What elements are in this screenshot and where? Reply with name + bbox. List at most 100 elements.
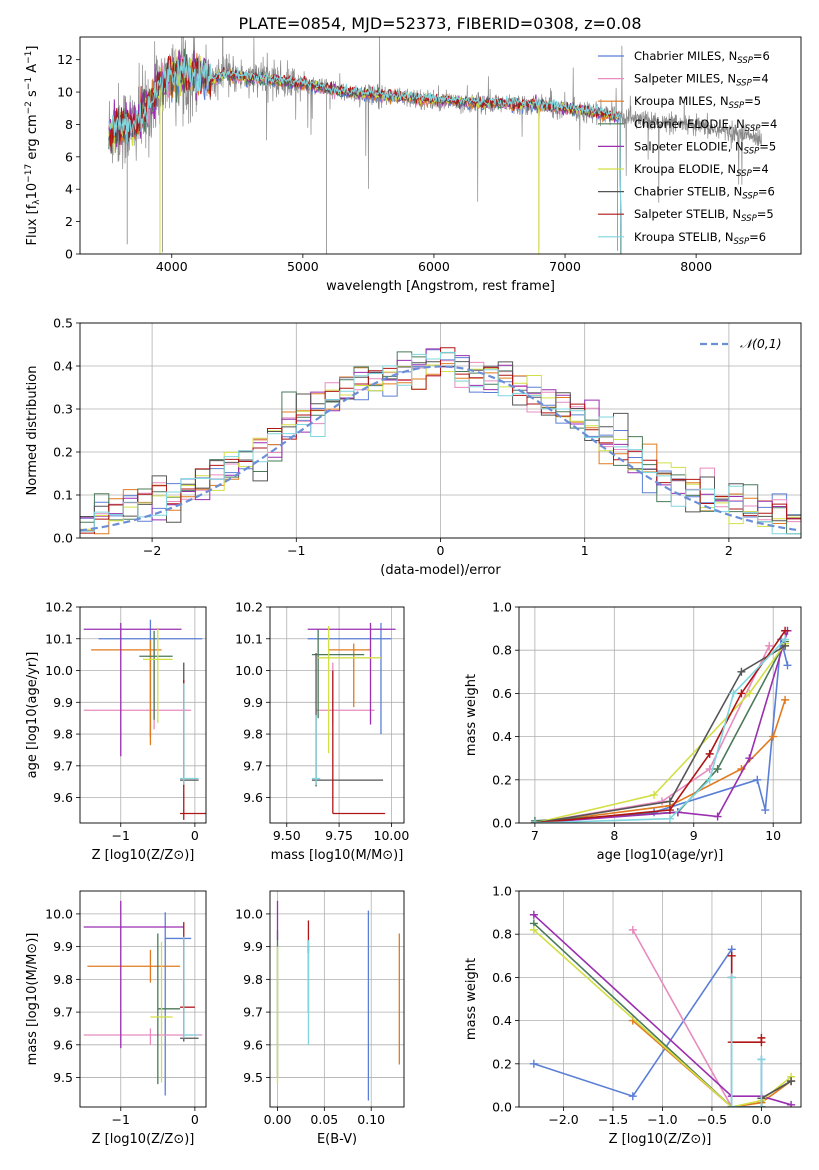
y-tick-label: 0.0 — [492, 816, 512, 831]
y-axis-label: Normed distribution — [25, 366, 40, 496]
y-tick-label: 0.8 — [492, 927, 512, 942]
y-tick-label: 10.0 — [45, 906, 73, 921]
y-tick-label: 0.6 — [492, 686, 512, 701]
axes-frame — [79, 36, 802, 255]
weight-marker-kroupa_stelib — [530, 819, 539, 823]
y-tick-label: 9.9 — [243, 939, 263, 954]
x-axis-label: E(B-V) — [317, 1132, 357, 1147]
y-axis-label: mass [log10(M/M⊙)] — [25, 933, 40, 1066]
x-tick-label: 7000 — [549, 259, 581, 274]
errorbar-kroupa_elodie — [150, 941, 173, 1083]
y-tick-label: 0.5 — [53, 316, 73, 331]
x-tick-label: 9.50 — [273, 828, 301, 843]
y-tick-label: 1.0 — [492, 600, 512, 615]
x-tick-label: −1 — [112, 1112, 130, 1127]
errorbar-chabrier_stelib — [311, 653, 384, 787]
weight-line-kroupa_elodie — [534, 643, 786, 823]
weight-marker-kroupa_miles — [769, 732, 778, 741]
weight-marker-salpeter_elodie — [713, 812, 722, 821]
weight-marker-salpeter_stelib — [737, 689, 746, 698]
y-tick-label: 0.4 — [492, 1013, 512, 1028]
weight-line-salpeter_elodie — [533, 914, 792, 1106]
legend-label-gauss: 𝒩(0,1) — [740, 336, 782, 351]
x-tick-label: −1.5 — [598, 1112, 628, 1127]
weight-marker-chabrier_miles — [753, 775, 762, 784]
errorbar-salpeter_elodie — [83, 900, 184, 1049]
y-tick-label: 10.0 — [235, 906, 263, 921]
errorbar-kroupa_elodie — [318, 626, 381, 754]
y-tick-label: 10 — [57, 85, 73, 100]
axes-frame — [518, 890, 802, 1108]
errorbar-salpeter_miles — [83, 649, 192, 730]
legend-label-kroupa_elodie: Kroupa ELODIE, NSSP=4 — [634, 162, 769, 179]
x-tick-label: 10.00 — [374, 828, 410, 843]
x-tick-label: 9.75 — [325, 828, 353, 843]
x-tick-label: 8 — [610, 828, 618, 843]
plot-area-ebv_mass — [276, 900, 400, 1101]
y-tick-label: 9.7 — [53, 1005, 73, 1020]
weight-marker-chabrier_miles — [783, 661, 792, 670]
plot-area-z_age — [83, 619, 206, 820]
y-tick-label: 0 — [65, 247, 73, 262]
y-tick-label: 10.0 — [45, 663, 73, 678]
y-tick-label: 0.4 — [492, 729, 512, 744]
y-tick-label: 9.9 — [53, 939, 73, 954]
weight-line-salpeter_stelib — [730, 955, 763, 1043]
plot-area-age_weight — [530, 626, 792, 823]
errorbar-kroupa_stelib — [183, 936, 199, 1039]
axes-frame — [79, 890, 207, 1108]
y-tick-label: 4 — [65, 182, 73, 197]
x-tick-label: −1.0 — [647, 1112, 677, 1127]
errorbar-salpeter_miles — [316, 662, 375, 723]
legend-label-kroupa_miles: Kroupa MILES, NSSP=5 — [634, 94, 761, 111]
weight-line-chabrier_stelib — [534, 645, 786, 823]
axes-frame — [79, 322, 802, 539]
y-tick-label: 9.7 — [53, 758, 73, 773]
weight-marker-salpeter_stelib — [757, 1033, 766, 1042]
plot-area-spec — [108, 37, 762, 254]
x-tick-label: 5000 — [287, 259, 319, 274]
weight-line-kroupa_stelib — [534, 638, 786, 823]
y-tick-label: 0.2 — [53, 445, 73, 460]
gaussian-curve — [80, 365, 799, 532]
legend-label-kroupa_stelib: Kroupa STELIB, NSSP=6 — [634, 230, 766, 247]
x-tick-label: 0.10 — [357, 1112, 385, 1127]
y-tick-label: 9.9 — [53, 695, 73, 710]
y-tick-label: 0.2 — [492, 772, 512, 787]
x-tick-label: 0.05 — [310, 1112, 338, 1127]
errorbar-chabrier_miles — [164, 912, 192, 1096]
weight-marker-chabrier_elodie — [713, 765, 722, 773]
y-axis-label: mass weight — [464, 674, 479, 756]
weight-marker-salpeter_elodie — [529, 910, 538, 919]
axes-residuals: −2 −1 0 1 2 0.0 0.1 0.2 0.3 0.4 0.5 (data-model)/er… — [25, 316, 802, 578]
y-tick-label: 6 — [65, 149, 73, 164]
y-tick-label: 9.9 — [243, 695, 263, 710]
x-axis-label: Z [log10(Z/Z⊙)] — [92, 1132, 195, 1147]
y-tick-label: 10.0 — [235, 663, 263, 678]
histogram-kroupa_stelib — [80, 351, 801, 535]
errorbar-salpeter_stelib — [332, 670, 386, 815]
errorbar-chabrier_miles — [307, 622, 392, 735]
axes-z_weight: −2.0 −1.5 −1.0 −0.5 0.0 0.0 0.2 0.4 0.6 0.8 1.0 Z [… — [464, 884, 802, 1147]
weight-marker-salpeter_miles — [657, 797, 666, 806]
errorbar-kroupa_miles — [91, 640, 162, 746]
errorbar-chabrier_stelib — [180, 940, 199, 1042]
x-tick-label: 0 — [191, 828, 199, 843]
weight-marker-kroupa_miles — [781, 695, 790, 704]
axes-mass_age: 9.50 9.75 10.00 9.6 9.7 9.8 9.9 10.0 10.1 10.2 mas… — [235, 600, 409, 864]
weight-marker-chabrier_stelib — [787, 1077, 796, 1086]
weight-marker-salpeter_elodie — [673, 808, 682, 817]
y-tick-label: 10.1 — [45, 631, 73, 646]
weight-marker-salpeter_miles — [765, 641, 774, 650]
weight-marker-salpeter_stelib — [781, 626, 790, 635]
spectrum-legend: Chabrier MILES, NSSP=6 Salpeter MILES, NS… — [598, 49, 777, 247]
weight-marker-kroupa_elodie — [650, 790, 659, 799]
x-axis-label: mass [log10(M/M⊙)] — [271, 848, 404, 863]
weight-marker-salpeter_elodie — [787, 1100, 796, 1107]
weight-marker-chabrier_stelib — [737, 667, 746, 676]
weight-marker-kroupa_elodie — [745, 689, 754, 698]
x-tick-label: 2 — [725, 543, 733, 558]
y-tick-label: 10.2 — [45, 600, 73, 615]
weight-marker-chabrier_miles — [761, 806, 770, 815]
y-tick-label: 9.6 — [53, 790, 73, 805]
